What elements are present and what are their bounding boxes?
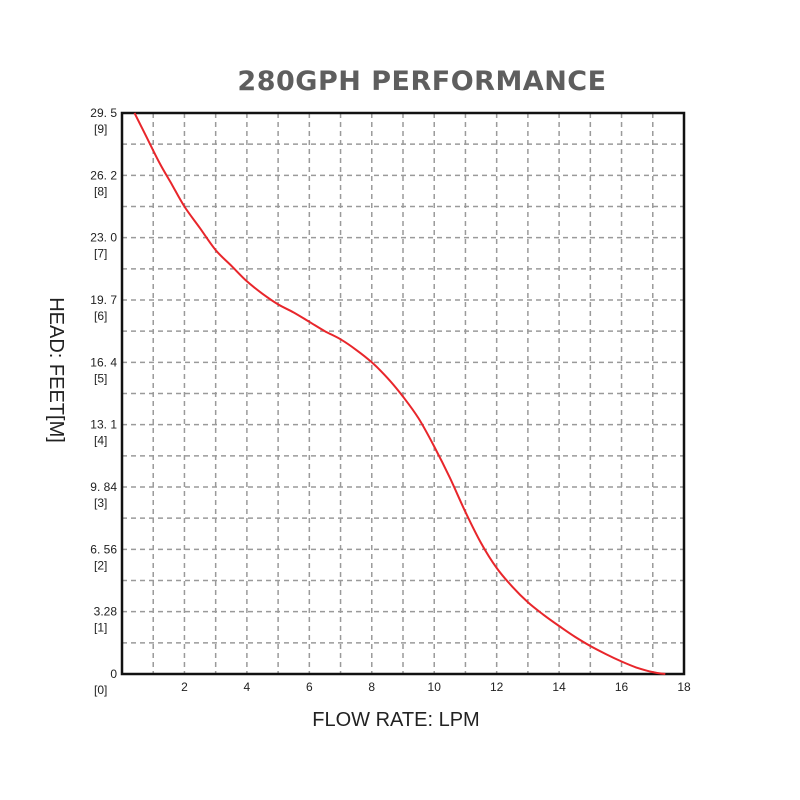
y-tick-label-feet: 26. 2 xyxy=(90,168,117,182)
y-tick-label-meters: [0] xyxy=(94,683,107,697)
y-tick-labels: 0[0] 3.28 [1] 6. 56 [2] 9. 84 [3] 13. 1 [4] 16. 4… xyxy=(90,106,117,697)
y-tick-label-feet: 19. 7 xyxy=(90,293,117,307)
grid-lines xyxy=(122,113,684,674)
y-tick-label-meters: [3] xyxy=(94,496,107,510)
y-tick-label-meters: [2] xyxy=(94,558,107,572)
y-tick-label-feet: 29. 5 xyxy=(90,106,117,120)
x-tick-label: 6 xyxy=(306,680,313,694)
x-tick-label: 2 xyxy=(181,680,188,694)
y-tick-label-feet: 23. 0 xyxy=(90,231,117,245)
x-tick-labels: 2 4 6 8 10 12 14 16 18 xyxy=(181,680,691,694)
x-tick-label: 16 xyxy=(615,680,629,694)
y-tick-label-meters: [4] xyxy=(94,434,107,448)
x-tick-label: 10 xyxy=(428,680,442,694)
y-tick-label-feet: 16. 4 xyxy=(90,355,117,369)
y-tick-label-feet: 3.28 xyxy=(94,605,118,619)
y-tick-label-feet: 13. 1 xyxy=(90,418,117,432)
curve-layer xyxy=(133,112,666,675)
y-tick-label-feet: 9. 84 xyxy=(90,480,117,494)
y-tick-label-meters: [5] xyxy=(94,371,107,385)
x-tick-label: 12 xyxy=(490,680,504,694)
y-tick-label-meters: [1] xyxy=(94,621,107,635)
x-axis-label: FLOW RATE: LPM xyxy=(312,709,479,731)
y-tick-label-meters: [9] xyxy=(94,122,107,136)
plot-frame xyxy=(120,111,686,676)
performance-curve xyxy=(133,112,666,675)
x-tick-label: 8 xyxy=(368,680,375,694)
x-tick-label: 4 xyxy=(244,680,251,694)
x-tick-label: 18 xyxy=(677,680,691,694)
y-tick-label-feet: 6. 56 xyxy=(90,542,117,556)
chart-title: 280GPH PERFORMANCE xyxy=(237,66,606,97)
y-tick-label-feet: 0 xyxy=(110,667,117,681)
y-tick-label-meters: [7] xyxy=(94,247,107,261)
x-tick-label: 14 xyxy=(552,680,566,694)
y-axis-label: HEAD: FEET[M] xyxy=(45,297,67,443)
y-tick-label-meters: [8] xyxy=(94,184,107,198)
y-tick-label-meters: [6] xyxy=(94,309,107,323)
